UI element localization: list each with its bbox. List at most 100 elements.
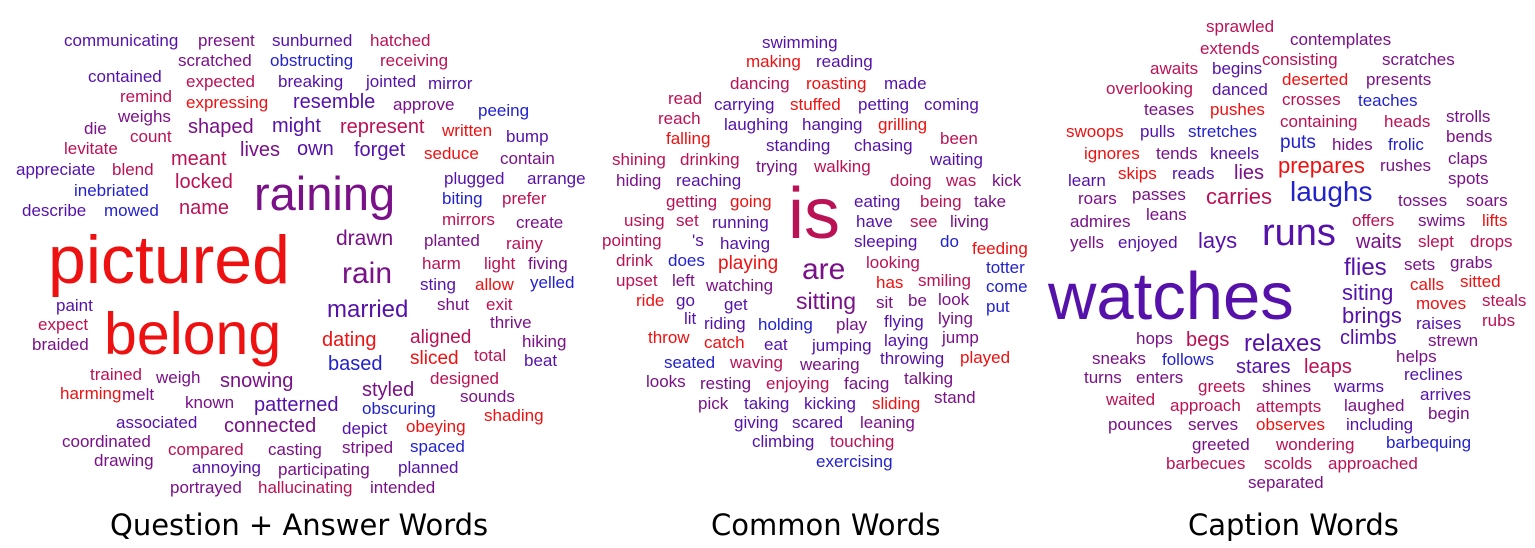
cloud-word: sit [876,293,893,312]
cloud-word: jumping [812,336,872,355]
cloud-word: pointing [602,231,662,250]
cloud-word: raining [254,167,396,220]
cloud-word: married [327,296,409,323]
cloud-word: begs [1186,329,1230,351]
cloud-word: spaced [410,437,465,456]
cloud-word: weigh [156,368,201,387]
cloud-word: braided [32,335,89,354]
cloud-word: sneaks [1092,349,1146,368]
cloud-word: leaps [1304,356,1352,378]
cloud-word: lays [1198,228,1238,253]
cloud-word: soars [1466,191,1508,210]
cloud-word: expected [186,72,255,91]
cloud-word: expressing [186,93,269,112]
cloud-word: looking [866,253,920,272]
cloud-word: looks [646,372,686,391]
cloud-word: stares [1236,356,1291,378]
cloud-word: harming [60,384,122,403]
cloud-word: shines [1262,377,1312,396]
cloud-word: admires [1070,212,1131,231]
cloud-word: describe [22,201,87,220]
cloud-title-question-answer: Question + Answer Words [110,508,489,542]
cloud-word: thrive [490,313,532,332]
cloud-word: reclines [1404,365,1463,384]
cloud-word: pictured [48,222,290,298]
cloud-word: do [940,232,959,251]
cloud-word: being [920,192,962,211]
cloud-word: weighs [118,107,171,126]
cloud-word: lives [240,139,281,161]
cloud-word: designed [430,369,500,388]
cloud-word: hallucinating [258,478,353,497]
cloud-word: snowing [220,370,294,392]
cloud-word: tends [1156,144,1198,163]
cloud-word: using [624,211,665,230]
cloud-word: yelled [530,273,575,292]
cloud-word: sliding [872,394,921,413]
cloud-word: scared [792,413,844,432]
cloud-word: siting [1342,280,1394,305]
cloud-word: extends [1200,39,1260,58]
cloud-word: coming [924,95,979,114]
cloud-word: heads [1384,112,1431,131]
cloud-word: deserted [1282,70,1349,89]
cloud-word: reading [816,52,873,71]
cloud-word: laughed [1344,396,1405,415]
cloud-word: waving [730,353,783,372]
cloud-word: biting [442,189,483,208]
cloud-word: plugged [444,169,505,188]
cloud-word: written [442,121,493,140]
cloud-word: calls [1410,275,1445,294]
cloud-word: 's [692,231,704,250]
cloud-word: yells [1070,233,1105,252]
cloud-word: fiving [528,254,568,273]
cloud-word: obstructing [270,51,354,70]
cloud-word: greeted [1192,435,1250,454]
cloud-word: running [712,213,769,232]
cloud-word: kicking [804,394,856,413]
cloud-word: warms [1334,377,1385,396]
cloud-word: pick [698,394,729,413]
cloud-word: rainy [506,234,543,253]
cloud-word: forget [354,139,406,161]
cloud-word: breaking [278,72,344,91]
cloud-word: flies [1344,254,1387,281]
cloud-word: has [876,273,904,292]
cloud-word: total [474,346,507,365]
cloud-word: hops [1136,329,1173,348]
cloud-word: based [328,353,383,375]
cloud-word: watching [706,276,774,295]
cloud-word: swims [1418,211,1466,230]
cloud-word: patterned [254,394,339,416]
cloud-word: dancing [730,74,790,93]
cloud-word: separated [1248,473,1324,492]
cloud-word: smiling [918,271,971,290]
cloud-word: begin [1428,404,1470,423]
cloud-word: shaped [188,116,254,138]
cloud-word: chasing [854,136,913,155]
cloud-word: sunburned [272,31,353,50]
cloud-word: go [676,291,695,310]
cloud-word: waited [1106,390,1156,409]
cloud-word: falling [666,129,711,148]
cloud-word: die [84,119,107,138]
cloud-word: styled [362,379,415,401]
cloud-word: playing [718,253,779,274]
cloud-word: paint [56,296,93,315]
cloud-word: left [672,271,695,290]
cloud-word: read [668,89,703,108]
cloud-word: hiding [616,171,662,190]
cloud-word: inebriated [74,181,149,200]
cloud-word: trained [90,365,142,384]
cloud-word: strewn [1428,331,1479,350]
cloud-word: scratched [178,51,252,70]
cloud-word: standing [766,136,831,155]
cloud-word: blend [112,160,154,179]
word-cloud-question-answer: communicating present sunburned hatched scra… [0,0,586,500]
cloud-word: begins [1212,59,1263,78]
cloud-word: melt [122,385,155,404]
cloud-word: frolic [1388,135,1424,154]
cloud-word: exercising [816,452,893,471]
cloud-word: own [297,138,334,160]
cloud-word: brings [1342,303,1402,328]
